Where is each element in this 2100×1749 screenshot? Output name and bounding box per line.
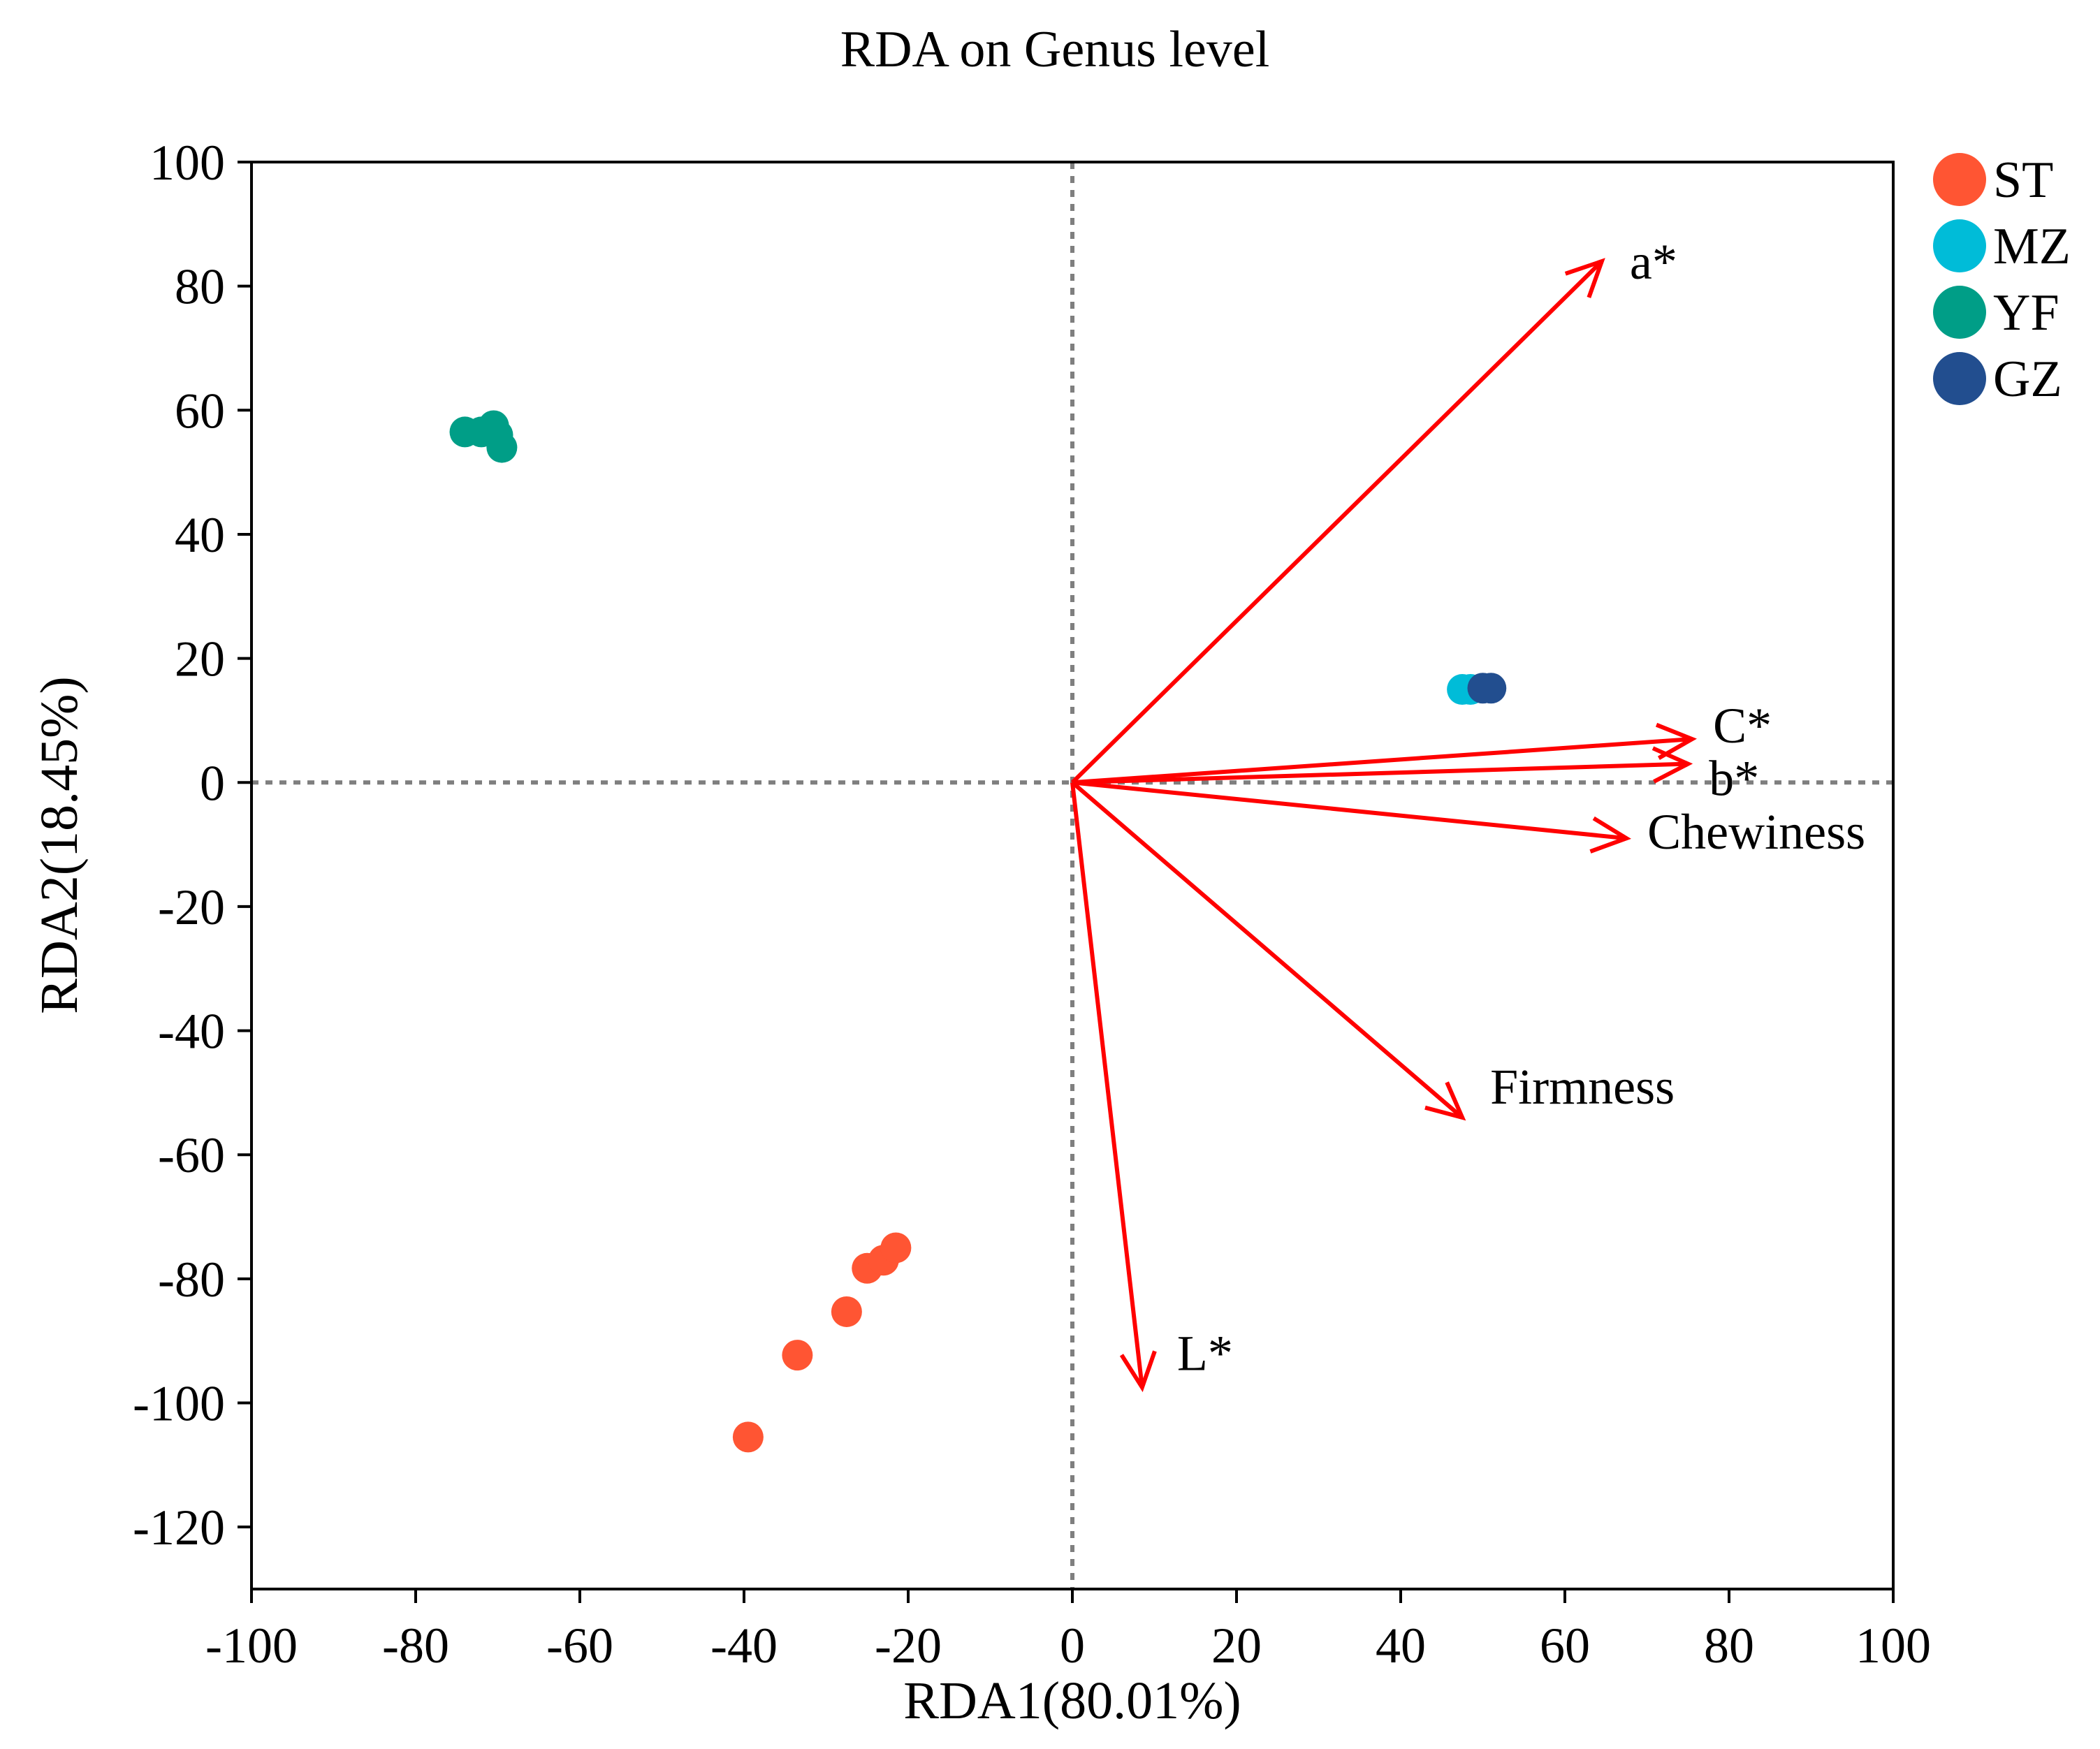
y-tick-label: -60 <box>158 1127 225 1183</box>
y-axis-label: RDA2(18.45%) <box>30 676 89 1013</box>
x-tick-label: 40 <box>1376 1618 1426 1674</box>
vector-label: Firmness <box>1490 1059 1675 1115</box>
vector-arrowhead <box>1424 1081 1466 1121</box>
y-tick-label: 100 <box>150 135 225 191</box>
vector-arrowhead <box>1655 722 1698 761</box>
environment-vectors: a* C*b*Chewiness Firmness L* <box>1070 234 1865 1393</box>
y-tick-label: 0 <box>200 755 225 811</box>
x-tick-label: 80 <box>1704 1618 1754 1674</box>
x-tick-label: 100 <box>1855 1618 1931 1674</box>
vector-line <box>1072 780 1627 841</box>
y-tick-label: -100 <box>133 1376 225 1432</box>
y-tick-label: 40 <box>175 507 225 563</box>
point-st <box>880 1232 912 1264</box>
vector-line <box>1070 782 1144 1388</box>
x-tick-label: -20 <box>875 1618 942 1674</box>
vector-label: a* <box>1630 234 1677 290</box>
point-st <box>732 1421 764 1453</box>
y-tick-label: -120 <box>133 1500 225 1556</box>
legend-marker-mz <box>1933 219 1986 272</box>
legend-marker-st <box>1933 153 1986 206</box>
x-tick-label: -100 <box>205 1618 298 1674</box>
y-tick-label: 60 <box>175 383 225 439</box>
vector-line <box>1072 761 1689 785</box>
x-tick-label: 0 <box>1060 1618 1085 1674</box>
vector-line <box>1072 737 1693 785</box>
vector-arrowhead <box>1589 816 1631 854</box>
point-gz <box>1475 673 1507 704</box>
legend-label-mz: MZ <box>1993 218 2071 275</box>
point-yf <box>486 432 518 463</box>
vector-label: L* <box>1177 1325 1233 1381</box>
y-axis-ticks: 100 80 60 40 20 0 -20 -40 -60 -80 -100 -120 <box>133 135 251 1556</box>
sample-points <box>449 410 1507 1453</box>
x-tick-label: -40 <box>710 1618 778 1674</box>
y-tick-label: 80 <box>175 259 225 315</box>
x-tick-label: -80 <box>382 1618 449 1674</box>
y-tick-label: -20 <box>158 879 225 935</box>
chart-title: RDA on Genus level <box>840 21 1270 78</box>
legend: ST MZ YF GZ <box>1933 152 2071 408</box>
y-tick-label: -40 <box>158 1004 225 1060</box>
point-st <box>831 1296 862 1327</box>
x-tick-label: 20 <box>1211 1618 1262 1674</box>
x-tick-label: -60 <box>546 1618 613 1674</box>
y-tick-label: -80 <box>158 1252 225 1308</box>
y-tick-label: 20 <box>175 631 225 687</box>
legend-label-yf: YF <box>1993 284 2059 342</box>
vector-label: b* <box>1709 751 1759 807</box>
legend-marker-gz <box>1933 352 1986 405</box>
vector-arrowhead <box>1564 258 1605 298</box>
vector-line <box>1070 259 1603 784</box>
point-st <box>782 1340 813 1371</box>
legend-label-st: ST <box>1993 152 2053 209</box>
legend-label-gz: GZ <box>1993 351 2062 408</box>
x-axis-label: RDA1(80.01%) <box>903 1671 1241 1730</box>
vector-arrowhead <box>1119 1350 1157 1393</box>
x-axis-ticks: -100 -80 -60 -40 -20 0 20 40 60 80 100 <box>205 1589 1931 1674</box>
x-tick-label: 60 <box>1540 1618 1590 1674</box>
zero-lines <box>251 162 1893 1589</box>
vector-label: Chewiness <box>1647 804 1865 860</box>
legend-marker-yf <box>1933 286 1986 339</box>
vector-line <box>1071 780 1464 1120</box>
vector-arrowhead <box>1651 746 1693 784</box>
vector-label: C* <box>1713 698 1772 754</box>
